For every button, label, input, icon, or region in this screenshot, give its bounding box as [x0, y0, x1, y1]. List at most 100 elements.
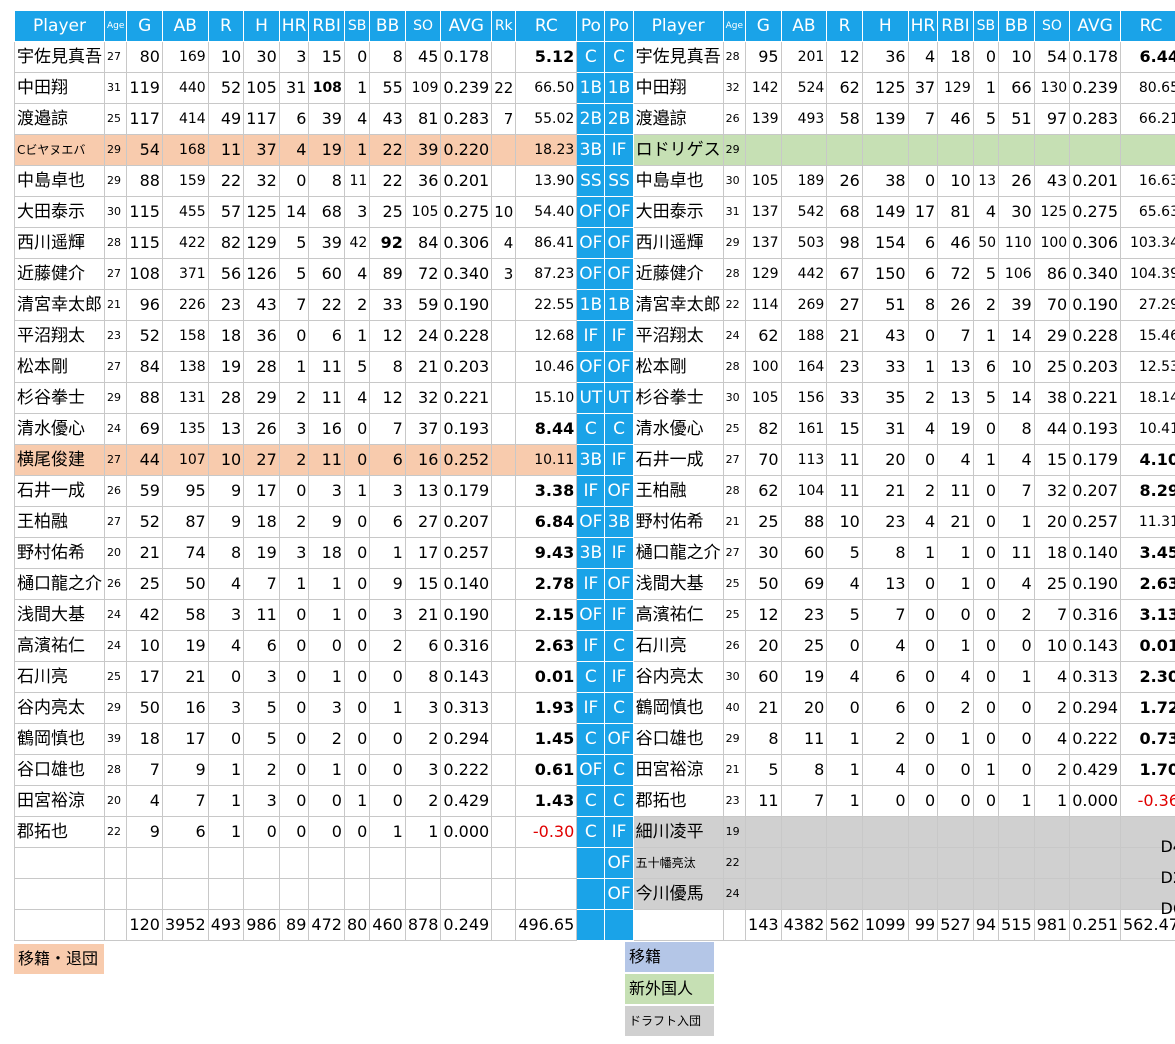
- left-rc: 86.41: [515, 227, 578, 259]
- right-g: [745, 134, 782, 166]
- left-sb: 0: [343, 630, 371, 662]
- left-ab: 16: [161, 692, 209, 724]
- right-player: 谷内亮太: [632, 661, 724, 693]
- right-g: 137: [745, 227, 782, 259]
- right-bb: 106: [998, 258, 1035, 290]
- table-row: 田宮裕涼 20 4 7 1 3 0 0 1 0 2 0.429 1.43 C C 郡拓也 23 11 7 1 0 0 0 0 1…: [14, 785, 1175, 817]
- right-rbi: 1: [937, 537, 974, 569]
- left-ab: 87: [161, 506, 209, 538]
- total-right-age: [722, 909, 747, 941]
- right-age: 32: [722, 72, 747, 104]
- position-projected: 1B: [604, 72, 634, 104]
- right-avg: 0.239: [1069, 72, 1121, 104]
- right-player: 細川凌平: [632, 816, 724, 848]
- left-rk: [491, 351, 517, 383]
- right-rc: 103.34: [1120, 227, 1175, 259]
- right-bb: 4: [998, 444, 1035, 476]
- right-h: 33: [861, 351, 909, 383]
- right-so: 4: [1033, 661, 1071, 693]
- left-rbi: 8: [308, 165, 345, 197]
- left-sb: 1: [343, 72, 371, 104]
- right-h: 149: [861, 196, 909, 228]
- position-current: IF: [576, 475, 606, 507]
- left-hr: 0: [278, 723, 310, 755]
- right-rc: 3.13: [1120, 599, 1175, 631]
- left-age: 27: [103, 258, 128, 290]
- legend-transfer: 移籍: [625, 942, 714, 972]
- right-bb: 2: [998, 599, 1035, 631]
- right-hr: 0: [907, 568, 939, 600]
- left-rc: 18.23: [515, 134, 578, 166]
- total-po-1: [604, 909, 634, 941]
- right-rbi: 18: [937, 41, 974, 73]
- right-bb: [998, 816, 1035, 848]
- right-ab: 269: [780, 289, 828, 321]
- left-sb: 0: [343, 568, 371, 600]
- right-so: 25: [1033, 351, 1071, 383]
- left-rc: [515, 878, 578, 910]
- left-rk: [491, 723, 517, 755]
- right-age: 28: [722, 258, 747, 290]
- left-hr: 0: [278, 661, 310, 693]
- left-avg: 0.239: [440, 72, 493, 104]
- right-so: 32: [1033, 475, 1071, 507]
- left-rc: 87.23: [515, 258, 578, 290]
- right-hr: 0: [907, 692, 939, 724]
- left-hr: 14: [278, 196, 310, 228]
- left-g: 7: [126, 754, 163, 786]
- right-rbi: 72: [937, 258, 974, 290]
- left-g: 54: [126, 134, 163, 166]
- left-rbi: 1: [308, 568, 345, 600]
- left-avg: 0.340: [440, 258, 493, 290]
- left-rc: 6.84: [515, 506, 578, 538]
- left-r: 1: [207, 816, 245, 848]
- left-sb: 4: [343, 258, 371, 290]
- left-so: [404, 878, 442, 910]
- right-avg: 0.313: [1069, 661, 1121, 693]
- right-bb: [998, 878, 1035, 910]
- left-g: 115: [126, 196, 163, 228]
- right-r: 10: [826, 506, 863, 538]
- left-avg: 0.294: [440, 723, 493, 755]
- right-rbi: 13: [937, 382, 974, 414]
- right-age: 29: [722, 227, 747, 259]
- left-rc: 8.44: [515, 413, 578, 445]
- left-player: 渡邉諒: [14, 103, 105, 135]
- right-g: 11: [745, 785, 782, 817]
- right-h: 7: [861, 599, 909, 631]
- left-so: 21: [404, 599, 442, 631]
- right-so: 29: [1033, 320, 1071, 352]
- left-so: 21: [404, 351, 442, 383]
- right-ab: 19: [780, 661, 828, 693]
- right-bb: [998, 847, 1035, 879]
- left-hr: 0: [278, 785, 310, 817]
- left-avg: 0.143: [440, 661, 493, 693]
- left-hr: 3: [278, 413, 310, 445]
- right-ab: 113: [780, 444, 828, 476]
- right-age: 25: [722, 599, 747, 631]
- left-so: 3: [404, 692, 442, 724]
- right-bb: 0: [998, 630, 1035, 662]
- header-row: Player Age G AB R H HR RBI SB BB SO AVG Rk RC Po Po Play…: [14, 10, 1175, 42]
- left-rbi: 108: [308, 72, 345, 104]
- left-ab: 159: [161, 165, 209, 197]
- left-r: 9: [207, 475, 245, 507]
- right-so: 10: [1033, 630, 1071, 662]
- position-current: 2B: [576, 103, 606, 135]
- right-avg: 0.193: [1069, 413, 1121, 445]
- position-projected: C: [604, 413, 634, 445]
- left-r: 23: [207, 289, 245, 321]
- right-bb: 10: [998, 41, 1035, 73]
- right-r: [826, 878, 863, 910]
- left-h: 43: [243, 289, 280, 321]
- left-bb: 33: [369, 289, 406, 321]
- right-g: 62: [745, 320, 782, 352]
- right-age: 28: [722, 475, 747, 507]
- position-current: SS: [576, 165, 606, 197]
- position-projected: OF: [604, 568, 634, 600]
- right-age: 21: [722, 754, 747, 786]
- right-player: 田宮裕涼: [632, 754, 724, 786]
- position-current: C: [576, 41, 606, 73]
- right-r: 15: [826, 413, 863, 445]
- left-sb: 1: [343, 134, 371, 166]
